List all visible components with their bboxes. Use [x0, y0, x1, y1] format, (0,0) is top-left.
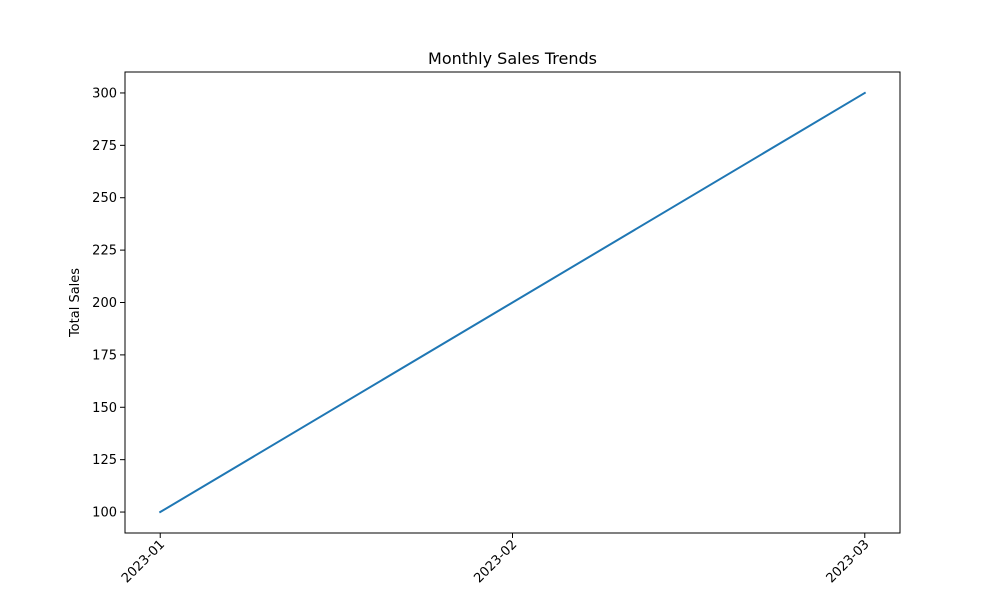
y-tick-label: 125: [92, 453, 117, 468]
y-tick-label: 100: [92, 506, 117, 521]
y-tick-label: 225: [92, 244, 117, 259]
y-tick-label: 275: [92, 139, 117, 154]
y-tick-label: 250: [92, 191, 117, 206]
series-line: [158, 91, 867, 514]
y-tick-label: 175: [92, 348, 117, 363]
chart-title: Monthly Sales Trends: [428, 49, 597, 68]
y-tick-label: 200: [92, 296, 117, 311]
x-tick-label: 2023-02: [471, 537, 520, 586]
y-tick-label: 150: [92, 401, 117, 416]
y-tick-label: 300: [92, 86, 117, 101]
x-tick-label: 2023-01: [119, 537, 168, 586]
x-tick-label: 2023-03: [824, 537, 873, 586]
y-axis-label: Total Sales: [68, 268, 83, 338]
